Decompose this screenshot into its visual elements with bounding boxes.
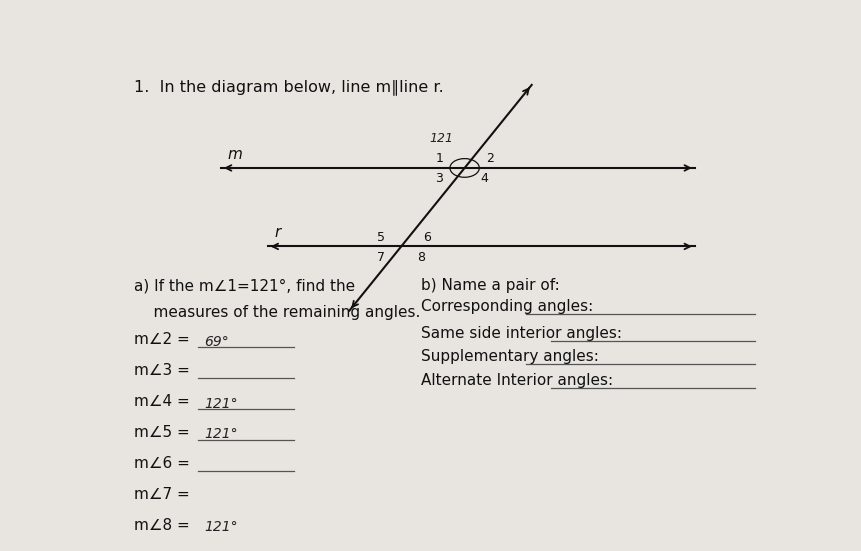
Text: 1: 1	[436, 152, 443, 165]
Text: Alternate Interior angles:: Alternate Interior angles:	[421, 374, 613, 388]
Text: m∠5 =: m∠5 =	[134, 425, 190, 440]
Text: 1.  In the diagram below, line m∥line r.: 1. In the diagram below, line m∥line r.	[134, 79, 444, 95]
Text: m∠6 =: m∠6 =	[134, 456, 190, 471]
Text: m∠7 =: m∠7 =	[134, 487, 190, 503]
Text: Supplementary angles:: Supplementary angles:	[421, 349, 599, 364]
Text: 8: 8	[418, 251, 425, 263]
Text: m∠8 =: m∠8 =	[134, 518, 190, 533]
Text: 121: 121	[430, 132, 453, 144]
Text: Same side interior angles:: Same side interior angles:	[421, 326, 623, 341]
Text: m∠4 =: m∠4 =	[134, 395, 190, 409]
Text: 3: 3	[436, 172, 443, 185]
Text: 2: 2	[486, 152, 494, 165]
Text: 6: 6	[423, 231, 430, 244]
Text: 5: 5	[377, 231, 385, 244]
Text: 121°: 121°	[204, 520, 238, 534]
Text: m∠3 =: m∠3 =	[134, 364, 190, 379]
Text: 69°: 69°	[204, 334, 229, 349]
Text: r: r	[275, 225, 281, 240]
Text: b) Name a pair of:: b) Name a pair of:	[421, 278, 560, 293]
Text: 4: 4	[480, 172, 488, 185]
Text: 121°: 121°	[204, 428, 238, 441]
Text: Corresponding angles:: Corresponding angles:	[421, 299, 593, 314]
Text: a) If the m∠1=121°, find the: a) If the m∠1=121°, find the	[134, 278, 356, 293]
Text: m: m	[227, 147, 243, 161]
Text: m∠2 =: m∠2 =	[134, 332, 190, 348]
Text: 7: 7	[377, 251, 385, 263]
Text: measures of the remaining angles.: measures of the remaining angles.	[134, 305, 421, 320]
Text: 121°: 121°	[204, 397, 238, 410]
